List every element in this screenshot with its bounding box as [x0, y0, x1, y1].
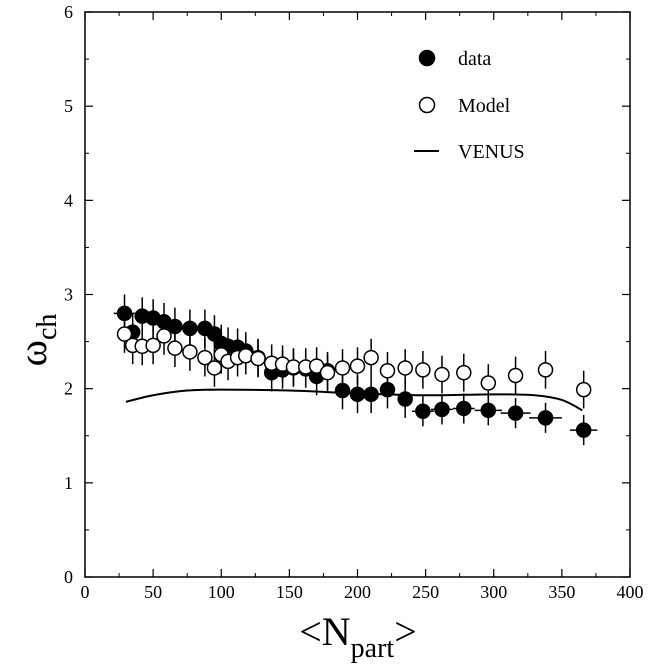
- y-tick-label: 1: [64, 473, 73, 493]
- data-point: [507, 405, 524, 421]
- model-point: [334, 360, 351, 376]
- model-point: [156, 328, 172, 344]
- data-point: [349, 386, 366, 403]
- y-tick-label: 6: [64, 2, 73, 22]
- model-point: [397, 360, 413, 376]
- y-tick-label: 5: [64, 96, 73, 116]
- y-tick-label: 2: [64, 379, 73, 399]
- plot-marks: [113, 294, 598, 446]
- x-tick-label: 200: [344, 582, 371, 602]
- x-tick-label: 350: [548, 582, 575, 602]
- x-axis-title-close: >: [394, 609, 417, 654]
- x-tick-label: 400: [617, 582, 644, 602]
- model-point: [250, 350, 266, 367]
- model-point: [507, 367, 524, 384]
- model-point: [363, 349, 379, 366]
- y-axis-title: ωch: [10, 314, 63, 367]
- model-point: [182, 344, 198, 360]
- x-tick-label: 250: [412, 582, 439, 602]
- legend-label-0: data: [458, 48, 491, 70]
- legend-label-2: VENUS: [458, 141, 525, 163]
- data-point: [397, 391, 413, 407]
- model-point: [197, 349, 213, 366]
- model-point: [537, 362, 554, 378]
- model-point: [167, 340, 183, 356]
- model-point: [480, 375, 497, 391]
- legend-model-symbol: [418, 96, 436, 114]
- model-point: [116, 326, 133, 342]
- model-point: [379, 363, 396, 379]
- data-point: [575, 422, 592, 438]
- model-point: [575, 381, 592, 398]
- model-point: [206, 360, 223, 376]
- y-axis-title-sub: ch: [32, 314, 63, 340]
- data-point: [480, 402, 497, 419]
- model-point: [319, 364, 336, 381]
- x-axis-title-sub: part: [351, 633, 395, 664]
- axis-ticks: 0 50 100 150 200 250 300 350 400 0 1 2 3 4 5 6: [64, 2, 644, 602]
- model-point: [145, 337, 161, 354]
- x-axis-title-main: <N: [299, 609, 350, 654]
- x-tick-label: 100: [208, 582, 235, 602]
- data-point: [434, 401, 450, 418]
- model-point: [434, 366, 450, 383]
- y-tick-label: 0: [64, 567, 73, 587]
- data-point: [537, 410, 554, 426]
- y-tick-label: 4: [64, 190, 73, 210]
- y-axis-title-main: ω: [10, 340, 55, 366]
- x-axis-title: <Npart>: [299, 609, 417, 664]
- legend: data Model VENUS: [414, 48, 525, 163]
- y-tick-label: 3: [64, 285, 73, 305]
- data-point: [456, 400, 472, 417]
- x-tick-label: 50: [144, 582, 162, 602]
- model-point: [456, 364, 472, 381]
- x-tick-label: 300: [480, 582, 507, 602]
- plot-frame: [84, 11, 631, 578]
- data-point: [363, 386, 379, 403]
- x-tick-label: 0: [81, 582, 90, 602]
- legend-label-1: Model: [458, 95, 511, 117]
- model-point: [415, 362, 431, 378]
- model-point: [349, 358, 366, 374]
- x-tick-label: 150: [276, 582, 303, 602]
- data-point: [415, 403, 431, 420]
- legend-data-symbol: [418, 49, 436, 67]
